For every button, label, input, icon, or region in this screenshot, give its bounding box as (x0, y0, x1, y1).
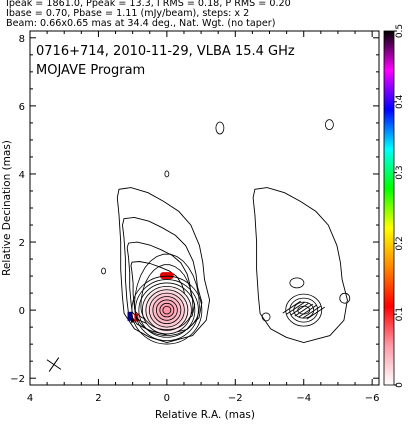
polarized-knot-contour (289, 277, 305, 289)
core-contour (159, 302, 175, 318)
x-tick-label: −6 (365, 393, 380, 404)
beam-axis-minor (46, 359, 62, 370)
jet-contour (140, 264, 194, 331)
polarization-red-knot (160, 272, 174, 280)
source-layer (46, 119, 351, 372)
evpa-vector (290, 302, 309, 316)
polarized-outer-contour (252, 187, 348, 343)
y-axis-label: Relative Decination (mas) (1, 140, 13, 276)
header-line-peak: Ipeak = 1861.0, Ppeak = 13.3, I RMS = 0.… (6, 0, 291, 9)
core-contour (152, 296, 182, 325)
x-tick-label: 2 (95, 393, 101, 404)
isolated-contour (215, 121, 225, 135)
polarization-edge-blue (127, 311, 133, 321)
y-tick-label: 8 (19, 34, 25, 45)
isolated-contour (324, 119, 334, 131)
colorbar-strip (383, 30, 395, 386)
colorbar-tick-label: 0 (395, 382, 405, 388)
tick-layer: 4 2 0 −2 −4 −6 −2 0 2 4 6 8 (10, 31, 380, 404)
evpa-vector (298, 304, 317, 318)
core-contour (145, 289, 189, 331)
core-contour (131, 275, 203, 345)
intensity-contour (126, 241, 196, 329)
core-contour (155, 299, 178, 321)
x-axis-label: Relative R.A. (mas) (155, 409, 255, 421)
polarized-side-contour (339, 292, 351, 304)
colorbar-tick-label: 0.4 (395, 94, 405, 109)
y-tick-label: 0 (19, 306, 25, 317)
isolated-contour (164, 170, 170, 178)
colorbar-tick-label: 0.3 (395, 165, 405, 179)
plot-frame (29, 30, 380, 386)
evpa-vector (306, 306, 325, 320)
y-tick-label: 2 (19, 238, 25, 249)
x-tick-label: 0 (164, 393, 170, 404)
header-line-base: Ibase = 0.70, Pbase = 1.11 (mJy/beam), s… (6, 8, 250, 19)
evpa-vector (302, 305, 321, 319)
isolated-contour (101, 267, 106, 275)
jet-contour (133, 253, 200, 336)
colorbar-tick-label: 0.2 (395, 236, 405, 250)
intensity-contour (116, 187, 211, 343)
core-contour (162, 305, 172, 315)
chart-subtitle: MOJAVE Program (36, 63, 145, 78)
polarized-core-contour (289, 297, 319, 323)
colorbar: 0 0.1 0.2 0.3 0.4 0.5 (383, 24, 405, 388)
colorbar-tick-label: 0.5 (395, 24, 405, 38)
core-contour (138, 282, 196, 338)
chart-title: 0716+714, 2010-11-29, VLBA 15.4 GHz (36, 44, 295, 59)
polarization-edge-black (130, 318, 134, 323)
evpa-vector (294, 303, 313, 317)
evpa-vector (286, 301, 305, 315)
y-tick-label: 6 (19, 102, 25, 113)
polarized-core-contour (293, 301, 315, 319)
core-contour (148, 292, 185, 328)
intensity-contour (122, 216, 203, 336)
polarized-core-contour (285, 293, 323, 327)
colorbar-tick-label: 0.1 (395, 307, 405, 321)
y-tick-label: 4 (19, 170, 25, 181)
core-contour (141, 285, 192, 335)
header-line-beam: Beam: 0.66x0.65 mas at 34.4 deg., Nat. W… (6, 18, 276, 29)
x-tick-label: −2 (228, 393, 243, 404)
polarization-fraction-patch (161, 304, 173, 316)
y-tick-label: −2 (10, 374, 25, 385)
evpa-vector (282, 300, 301, 314)
polarized-side-contour (261, 312, 271, 322)
x-tick-label: 4 (27, 393, 33, 404)
x-tick-label: −4 (296, 393, 311, 404)
core-contour (134, 279, 199, 342)
